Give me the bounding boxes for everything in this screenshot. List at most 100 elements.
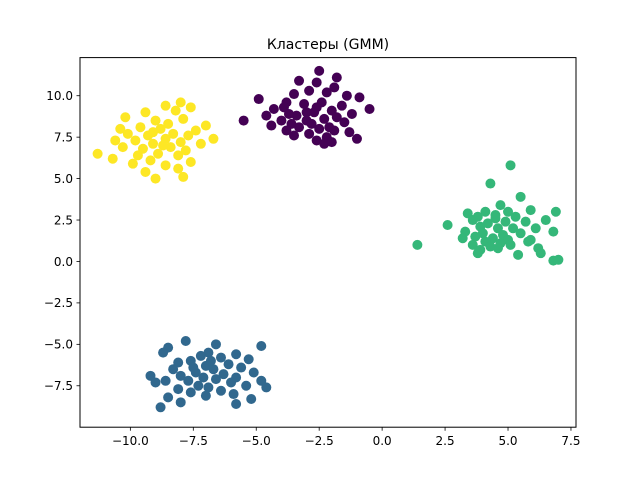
data-point (175, 137, 186, 148)
data-point (482, 218, 493, 229)
data-point (525, 234, 536, 245)
data-point (339, 117, 350, 128)
data-point (283, 108, 294, 119)
x-axis: −10.0 −7.5 −5.0 −2.5 0.0 2.5 5.0 7.5 (112, 427, 581, 448)
x-tick-label: −7.5 (179, 434, 208, 448)
data-point (231, 399, 242, 409)
data-point (160, 160, 171, 171)
data-point (203, 347, 214, 358)
data-point (341, 90, 352, 101)
data-point (150, 173, 161, 184)
data-point (132, 150, 143, 161)
data-point (218, 369, 229, 380)
data-points (92, 65, 564, 413)
data-point (294, 75, 305, 86)
data-point (180, 336, 191, 347)
data-point (304, 85, 315, 96)
data-point (256, 340, 267, 351)
data-point (203, 382, 214, 393)
x-tick-label: 2.5 (436, 434, 455, 448)
data-point (127, 158, 138, 169)
data-point (158, 140, 169, 151)
data-point (175, 370, 186, 381)
data-point (495, 200, 506, 211)
data-point (294, 122, 305, 133)
data-point (120, 112, 131, 123)
data-point (351, 133, 362, 144)
data-point (163, 118, 174, 129)
data-point (311, 135, 322, 146)
data-point (457, 233, 468, 244)
data-point (210, 339, 221, 350)
data-point (487, 233, 498, 244)
data-point (326, 137, 337, 148)
data-point (231, 349, 242, 360)
data-point (205, 355, 216, 366)
data-point (168, 128, 179, 139)
data-point (190, 125, 201, 136)
data-point (160, 100, 171, 111)
data-point (178, 171, 189, 182)
data-point (173, 163, 184, 174)
data-point (200, 120, 211, 131)
data-point (148, 127, 159, 138)
data-point (266, 120, 277, 131)
data-point (336, 100, 347, 111)
data-point (122, 128, 133, 139)
data-point (535, 248, 546, 259)
y-axis: −7.5 −5.0 −2.5 0.0 2.5 5.0 7.5 10.0 (44, 89, 80, 393)
data-point (548, 226, 559, 237)
data-point (508, 223, 519, 234)
data-point (268, 103, 279, 114)
data-point (289, 130, 300, 141)
data-point (193, 380, 204, 391)
data-point (492, 243, 503, 254)
data-point (553, 254, 564, 265)
data-point (148, 138, 159, 149)
x-tick-label: 7.5 (561, 434, 580, 448)
data-point (153, 148, 164, 159)
data-point (331, 112, 342, 123)
data-point (304, 128, 315, 139)
data-point (354, 92, 365, 103)
y-tick-label: 5.0 (54, 172, 73, 186)
data-point (319, 113, 330, 124)
data-point (477, 228, 488, 239)
data-point (515, 191, 526, 202)
data-point (183, 130, 194, 141)
data-point (520, 216, 531, 227)
x-tick-label: −5.0 (242, 434, 271, 448)
data-point (185, 157, 196, 168)
data-point (145, 155, 156, 166)
data-point (160, 375, 171, 386)
data-point (135, 122, 146, 133)
data-point (329, 82, 340, 93)
data-point (530, 223, 541, 234)
x-tick-label: −2.5 (305, 434, 334, 448)
data-point (331, 72, 342, 83)
data-point (510, 211, 521, 222)
data-point (301, 107, 312, 118)
data-point (311, 102, 322, 113)
data-point (155, 123, 166, 134)
data-point (140, 107, 151, 118)
data-point (117, 142, 128, 153)
data-point (241, 380, 252, 391)
data-point (175, 97, 186, 108)
data-point (215, 385, 226, 396)
data-point (195, 350, 206, 361)
data-point (236, 362, 247, 373)
data-point (364, 103, 375, 114)
data-point (175, 397, 186, 408)
data-point (150, 115, 161, 126)
x-tick-label: −10.0 (112, 434, 149, 448)
data-point (158, 347, 169, 358)
data-point (173, 150, 184, 161)
y-tick-label: 2.5 (54, 213, 73, 227)
data-point (299, 99, 310, 110)
data-point (163, 392, 174, 403)
plot-frame (79, 57, 577, 428)
data-point (470, 231, 481, 242)
data-point (314, 123, 325, 134)
